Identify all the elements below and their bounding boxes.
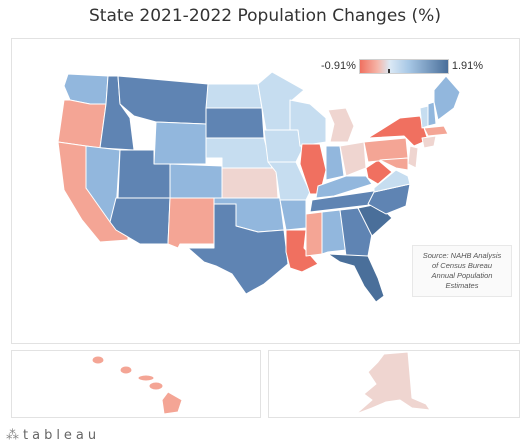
state-new-mexico[interactable] (167, 197, 215, 249)
state-ohio[interactable] (339, 141, 367, 177)
state-michigan[interactable] (327, 107, 355, 143)
hawaii-island-molokai[interactable] (137, 374, 155, 382)
state-texas[interactable] (187, 203, 289, 295)
state-new-jersey[interactable] (407, 145, 419, 169)
color-legend: -0.91% 1.91% (318, 58, 486, 74)
hawaii-island-maui[interactable] (148, 381, 164, 391)
state-connecticut[interactable] (421, 135, 437, 149)
legend-min-label: -0.91% (321, 60, 356, 72)
hawaii-island-oahu[interactable] (119, 365, 133, 375)
state-nebraska[interactable] (205, 137, 273, 169)
source-line: Annual Population (431, 271, 493, 280)
state-alaska[interactable] (355, 351, 431, 415)
source-line: of Census Bureau (431, 261, 493, 270)
state-north-dakota[interactable] (205, 83, 263, 109)
legend-max-label: 1.91% (451, 60, 484, 72)
state-oregon[interactable] (57, 99, 107, 149)
state-vermont[interactable] (419, 105, 429, 129)
state-virginia[interactable] (373, 169, 411, 193)
state-massachusetts[interactable] (423, 125, 449, 137)
tableau-logo-icon[interactable]: ⁂ (6, 428, 19, 443)
alaska-group[interactable] (355, 351, 431, 415)
state-new-hampshire[interactable] (427, 101, 437, 127)
state-alabama[interactable] (321, 209, 347, 255)
state-kansas[interactable] (221, 167, 279, 199)
tableau-footer[interactable]: ⁂ tableau (6, 428, 100, 443)
state-maine[interactable] (433, 75, 461, 121)
source-line: Source: NAHB Analysis (422, 251, 502, 260)
state-maryland[interactable] (379, 157, 409, 171)
state-montana[interactable] (117, 75, 209, 125)
chart-title: State 2021-2022 Population Changes (%) (89, 6, 441, 26)
state-washington[interactable] (63, 73, 109, 105)
source-note: Source: NAHB Analysis of Census Bureau A… (412, 245, 512, 297)
state-kentucky[interactable] (315, 175, 373, 199)
state-florida[interactable] (327, 253, 385, 303)
tableau-brand-text[interactable]: tableau (23, 428, 101, 443)
legend-zero-tick (387, 68, 390, 73)
hawaii-island-kauai[interactable] (91, 355, 105, 365)
state-colorado[interactable] (169, 163, 223, 199)
hawaii-group[interactable] (91, 355, 183, 415)
state-iowa[interactable] (263, 129, 303, 163)
state-indiana[interactable] (325, 145, 345, 181)
legend-gradient-bar (358, 58, 449, 74)
state-mississippi[interactable] (305, 211, 323, 257)
state-wyoming[interactable] (153, 121, 207, 165)
state-south-dakota[interactable] (205, 107, 265, 139)
source-line: Estimates (445, 281, 479, 290)
map-panel-hawaii[interactable] (11, 350, 261, 418)
hawaii-island-big-island[interactable] (161, 391, 183, 415)
